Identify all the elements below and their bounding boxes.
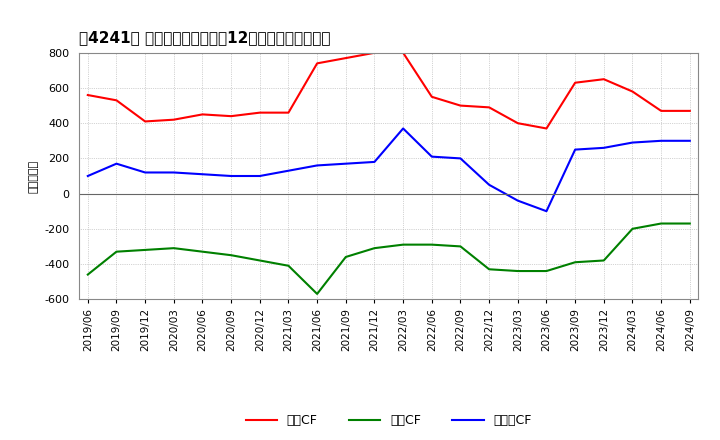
フリーCF — [542, 209, 551, 214]
フリーCF — [628, 140, 636, 145]
投資CF — [341, 254, 350, 260]
フリーCF — [428, 154, 436, 159]
投資CF — [198, 249, 207, 254]
フリーCF — [456, 156, 465, 161]
投資CF — [456, 244, 465, 249]
フリーCF — [341, 161, 350, 166]
フリーCF — [399, 126, 408, 131]
Line: フリーCF: フリーCF — [88, 128, 690, 211]
フリーCF — [284, 168, 293, 173]
営業CF — [84, 92, 92, 98]
投資CF — [571, 260, 580, 265]
投資CF — [428, 242, 436, 247]
営業CF — [141, 119, 150, 124]
投資CF — [485, 267, 493, 272]
フリーCF — [256, 173, 264, 179]
フリーCF — [227, 173, 235, 179]
フリーCF — [600, 145, 608, 150]
フリーCF — [485, 182, 493, 187]
フリーCF — [370, 159, 379, 165]
営業CF — [628, 89, 636, 94]
投資CF — [256, 258, 264, 263]
営業CF — [542, 126, 551, 131]
営業CF — [657, 108, 665, 114]
フリーCF — [112, 161, 121, 166]
Text: ［4241］ キャッシュフローの12か月移動合計の推移: ［4241］ キャッシュフローの12か月移動合計の推移 — [79, 29, 330, 45]
営業CF — [571, 80, 580, 85]
投資CF — [685, 221, 694, 226]
フリーCF — [141, 170, 150, 175]
営業CF — [485, 105, 493, 110]
営業CF — [227, 114, 235, 119]
フリーCF — [312, 163, 321, 168]
営業CF — [198, 112, 207, 117]
営業CF — [456, 103, 465, 108]
投資CF — [628, 226, 636, 231]
投資CF — [399, 242, 408, 247]
営業CF — [600, 77, 608, 82]
フリーCF — [571, 147, 580, 152]
営業CF — [169, 117, 178, 122]
フリーCF — [169, 170, 178, 175]
フリーCF — [513, 198, 522, 203]
フリーCF — [657, 138, 665, 143]
投資CF — [227, 253, 235, 258]
投資CF — [370, 246, 379, 251]
営業CF — [341, 55, 350, 61]
投資CF — [284, 263, 293, 268]
フリーCF — [685, 138, 694, 143]
Line: 営業CF: 営業CF — [88, 53, 690, 128]
投資CF — [312, 291, 321, 297]
営業CF — [284, 110, 293, 115]
営業CF — [112, 98, 121, 103]
Line: 投資CF: 投資CF — [88, 224, 690, 294]
投資CF — [542, 268, 551, 274]
投資CF — [112, 249, 121, 254]
フリーCF — [198, 172, 207, 177]
投資CF — [513, 268, 522, 274]
営業CF — [685, 108, 694, 114]
投資CF — [657, 221, 665, 226]
営業CF — [428, 94, 436, 99]
営業CF — [513, 121, 522, 126]
フリーCF — [84, 173, 92, 179]
投資CF — [169, 246, 178, 251]
Legend: 営業CF, 投資CF, フリーCF: 営業CF, 投資CF, フリーCF — [240, 409, 537, 432]
営業CF — [399, 50, 408, 55]
Y-axis label: （百万円）: （百万円） — [29, 159, 39, 193]
営業CF — [370, 50, 379, 55]
投資CF — [84, 272, 92, 277]
投資CF — [141, 247, 150, 253]
営業CF — [312, 61, 321, 66]
営業CF — [256, 110, 264, 115]
投資CF — [600, 258, 608, 263]
